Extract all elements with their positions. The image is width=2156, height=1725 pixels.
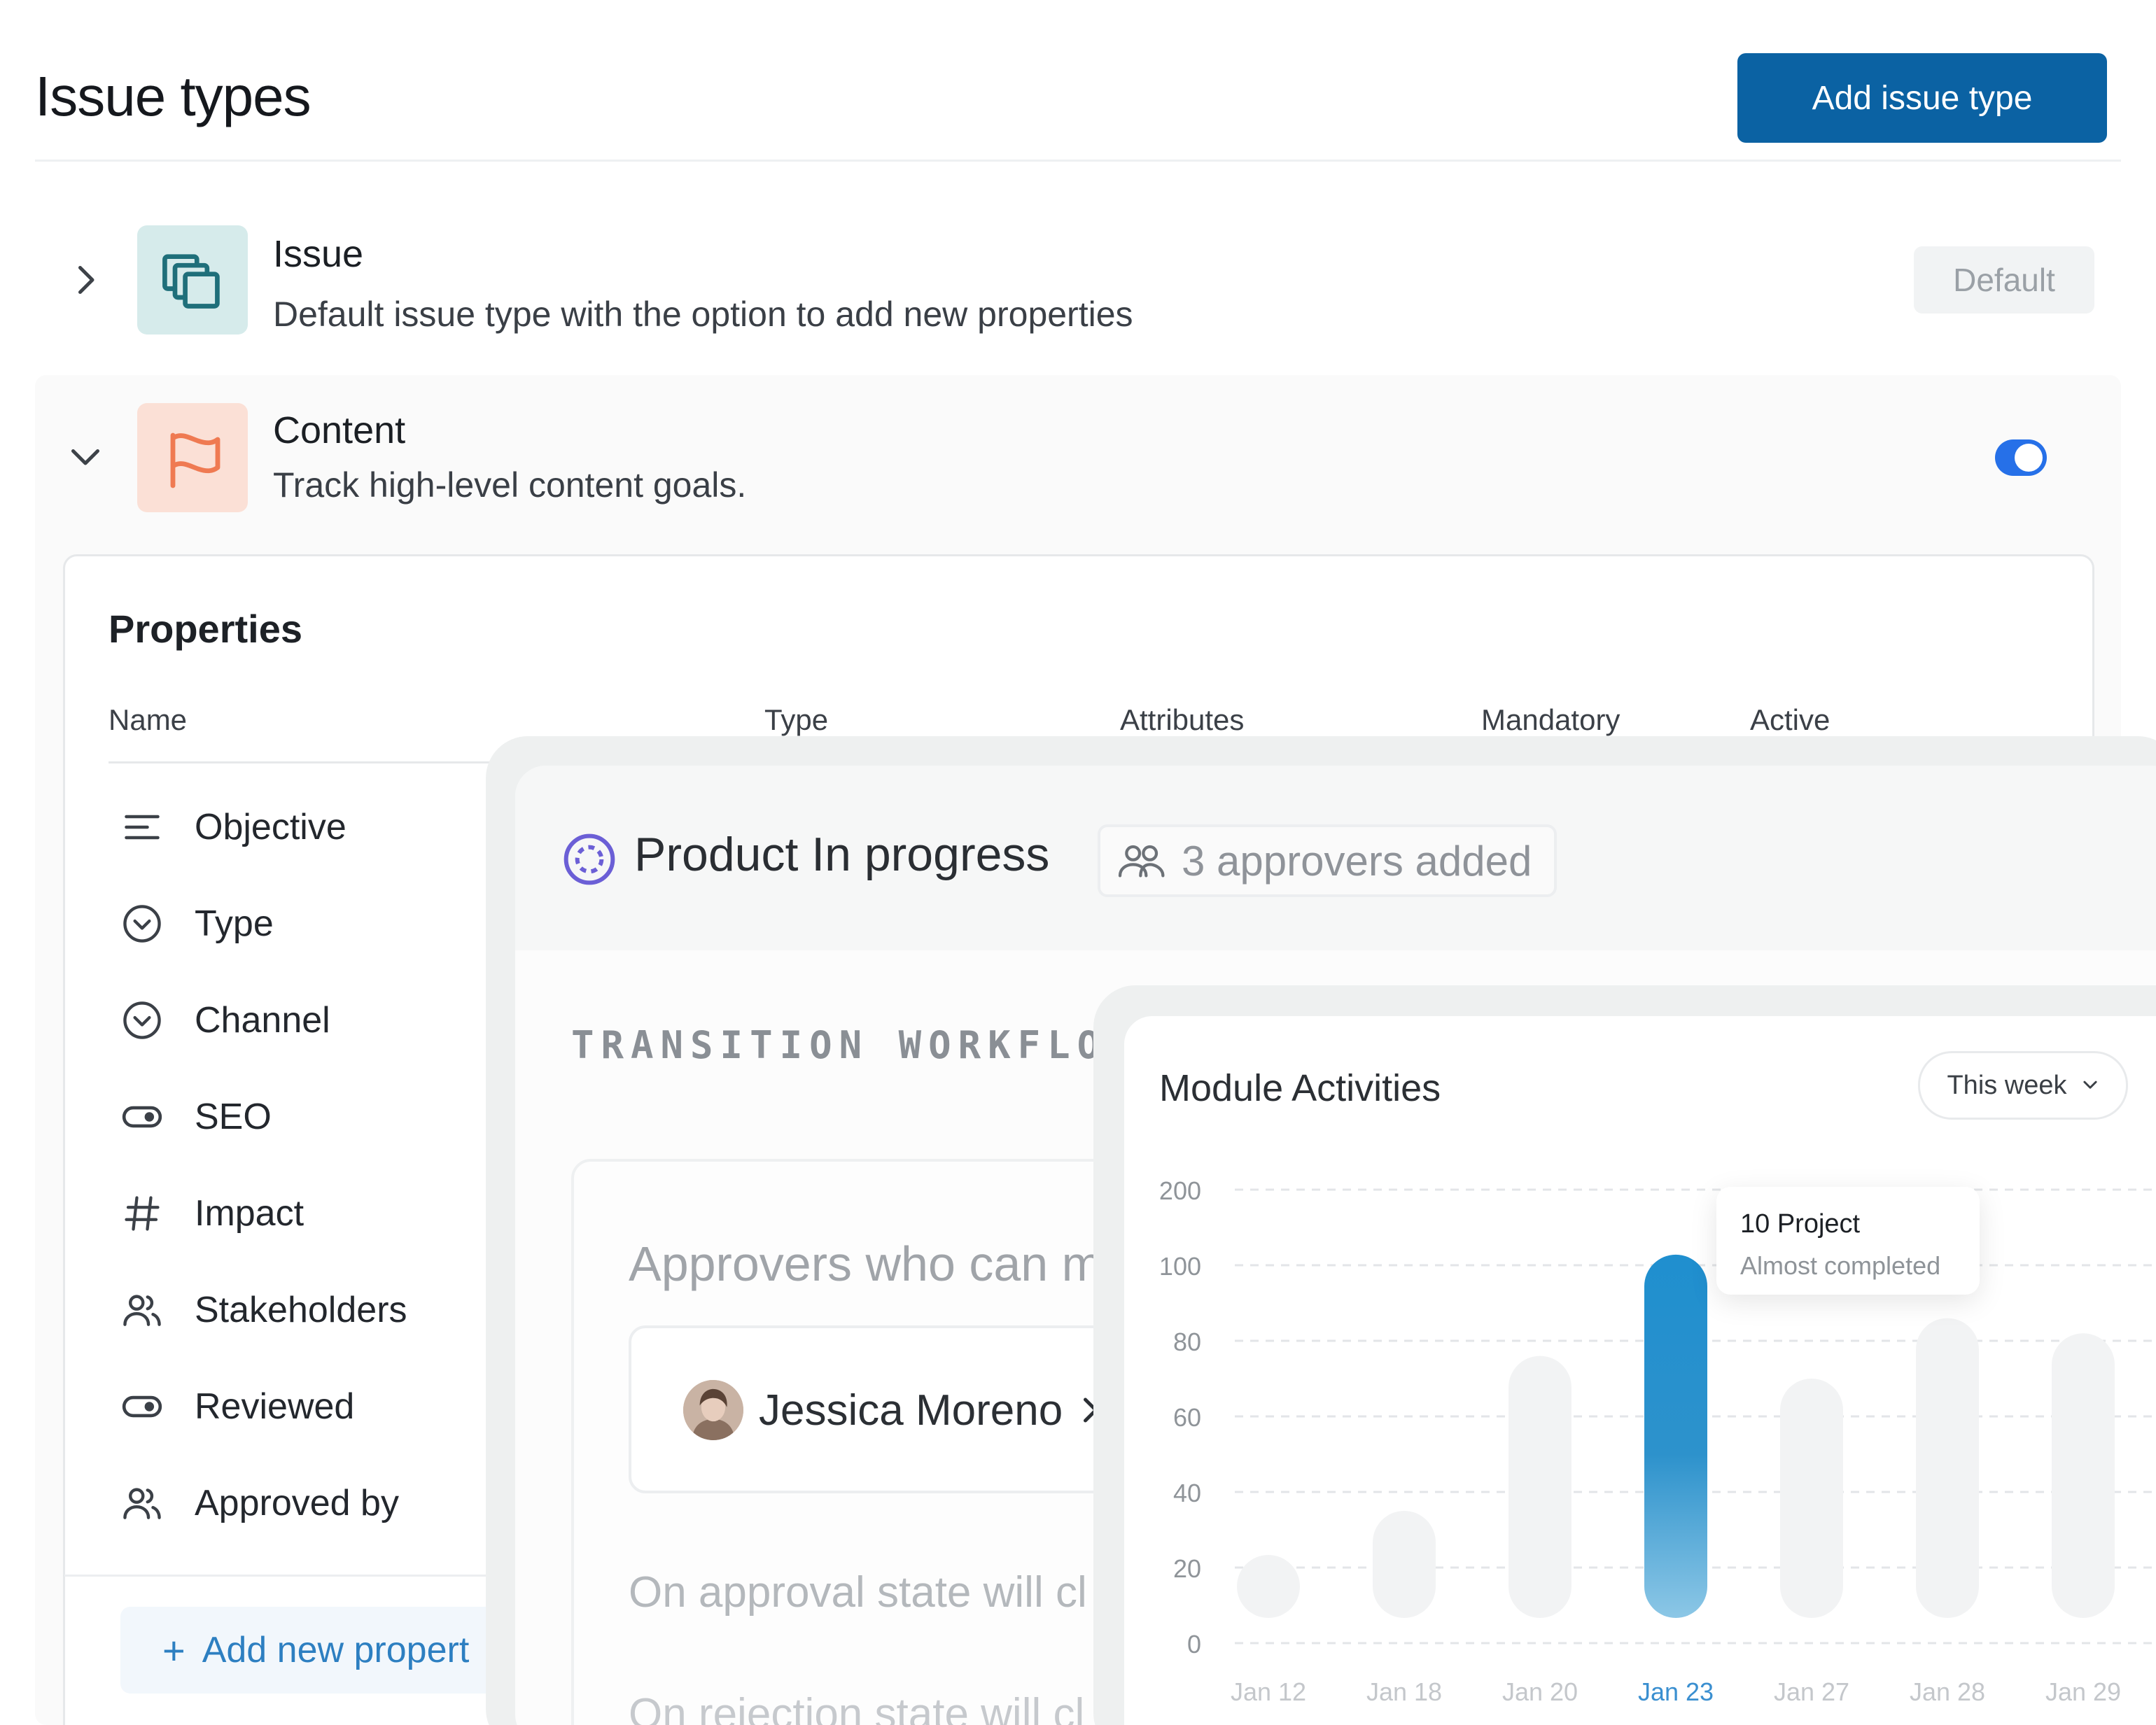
- property-label: Approved by: [195, 1483, 399, 1523]
- bar[interactable]: [1237, 1555, 1300, 1618]
- add-issue-type-button[interactable]: Add issue type: [1737, 53, 2107, 143]
- chart-tooltip: [1716, 1187, 1980, 1295]
- tooltip-title: 10 Project: [1740, 1209, 1861, 1239]
- x-tick-label: Jan 20: [1502, 1677, 1578, 1706]
- property-label: Channel: [195, 1000, 330, 1041]
- module-activities-card: [1124, 1016, 2156, 1725]
- property-label: Impact: [195, 1193, 304, 1234]
- column-type: Type: [764, 703, 829, 736]
- approvers-pill[interactable]: 3 approvers added: [1098, 824, 1557, 897]
- dropdown-circle-icon: [119, 997, 165, 1043]
- transition-workflow-label: TRANSITION WORKFLOW: [571, 1023, 1137, 1067]
- y-tick-label: 60: [1173, 1403, 1201, 1432]
- default-badge: Default: [1914, 246, 2094, 314]
- approval-state-text: On approval state will cl: [629, 1568, 1087, 1617]
- text-align-icon: [119, 804, 165, 850]
- property-label: Stakeholders: [195, 1290, 407, 1330]
- bar[interactable]: [2052, 1333, 2115, 1618]
- property-row-impact[interactable]: Impact: [119, 1185, 304, 1241]
- period-select[interactable]: This week: [1918, 1051, 2128, 1120]
- property-label: Reviewed: [195, 1386, 355, 1427]
- x-tick-label: Jan 12: [1231, 1677, 1306, 1706]
- y-tick-label: 100: [1159, 1252, 1201, 1281]
- property-row-objective[interactable]: Objective: [119, 799, 346, 855]
- content-type-description: Track high-level content goals.: [273, 465, 747, 505]
- page-title: Issue types: [35, 65, 312, 127]
- property-row-approved-by[interactable]: Approved by: [119, 1475, 399, 1531]
- y-tick-label: 200: [1159, 1176, 1201, 1205]
- column-name: Name: [108, 703, 188, 736]
- approver-name: Jessica Moreno: [759, 1386, 1063, 1435]
- property-label: Type: [195, 903, 274, 944]
- bar[interactable]: [1508, 1356, 1572, 1618]
- bar[interactable]: [1780, 1379, 1843, 1618]
- property-row-reviewed[interactable]: Reviewed: [119, 1379, 354, 1435]
- hash-icon: [119, 1190, 165, 1237]
- properties-title: Properties: [108, 607, 302, 651]
- bar[interactable]: [1373, 1511, 1436, 1618]
- flag-icon: [170, 432, 220, 488]
- property-row-stakeholders[interactable]: Stakeholders: [119, 1282, 407, 1338]
- content-type-icon: [137, 403, 248, 512]
- content-active-toggle[interactable]: [1995, 439, 2047, 476]
- period-select-value: This week: [1947, 1070, 2067, 1100]
- y-tick-label: 40: [1173, 1479, 1201, 1507]
- users-icon: [1114, 838, 1170, 883]
- rejection-state-text: On rejection state will cl: [629, 1690, 1085, 1725]
- header-divider: [35, 160, 2121, 162]
- issue-type-name: Issue: [273, 233, 364, 275]
- users-icon: [119, 1287, 165, 1333]
- toggle-icon: [119, 1094, 165, 1140]
- column-attributes: Attributes: [1120, 703, 1245, 736]
- x-tick-label: Jan 27: [1774, 1677, 1849, 1706]
- x-tick-label: Jan 29: [2045, 1677, 2121, 1706]
- x-tick-label: Jan 28: [1910, 1677, 1985, 1706]
- content-type-name: Content: [273, 409, 406, 451]
- chart-title: Module Activities: [1159, 1067, 1441, 1109]
- property-row-seo[interactable]: SEO: [119, 1089, 272, 1145]
- state-progress-icon: [561, 831, 617, 887]
- x-tick-label: Jan 18: [1366, 1677, 1442, 1706]
- layers-icon: [162, 254, 220, 309]
- collapse-content-chevron-icon[interactable]: [64, 435, 106, 477]
- property-label: SEO: [195, 1097, 272, 1137]
- y-tick-label: 20: [1173, 1554, 1201, 1583]
- property-label: Objective: [195, 807, 346, 847]
- dropdown-circle-icon: [119, 901, 165, 947]
- column-active: Active: [1750, 703, 1830, 736]
- expand-issue-chevron-icon[interactable]: [64, 259, 106, 301]
- x-tick-label: Jan 23: [1638, 1677, 1714, 1706]
- users-icon: [119, 1480, 165, 1526]
- approvers-heading: Approvers who can m: [629, 1237, 1102, 1291]
- issue-type-description: Default issue type with the option to ad…: [273, 295, 1133, 334]
- tooltip-subtitle: Almost completed: [1740, 1251, 1941, 1280]
- property-row-channel[interactable]: Channel: [119, 992, 330, 1048]
- y-tick-label: 80: [1173, 1328, 1201, 1356]
- tooltip-pointer: [1691, 1226, 1716, 1251]
- state-title: Product In progress: [634, 828, 1050, 881]
- avatar: [683, 1380, 743, 1440]
- properties-footer-divider: [64, 1575, 498, 1577]
- properties-header-divider: [108, 761, 500, 763]
- add-new-property-button[interactable]: + Add new propert: [120, 1607, 512, 1694]
- column-mandatory: Mandatory: [1481, 703, 1620, 736]
- bar[interactable]: [1916, 1318, 1979, 1618]
- plus-icon: +: [162, 1628, 186, 1673]
- toggle-icon: [119, 1383, 165, 1430]
- property-row-type[interactable]: Type: [119, 896, 274, 952]
- add-new-property-label: Add new propert: [202, 1630, 470, 1670]
- issue-type-icon: [137, 225, 248, 335]
- bar-highlighted[interactable]: [1644, 1254, 1707, 1618]
- y-tick-label: 0: [1187, 1630, 1201, 1659]
- chevron-down-icon: [2081, 1078, 2099, 1092]
- approvers-count-label: 3 approvers added: [1182, 837, 1532, 885]
